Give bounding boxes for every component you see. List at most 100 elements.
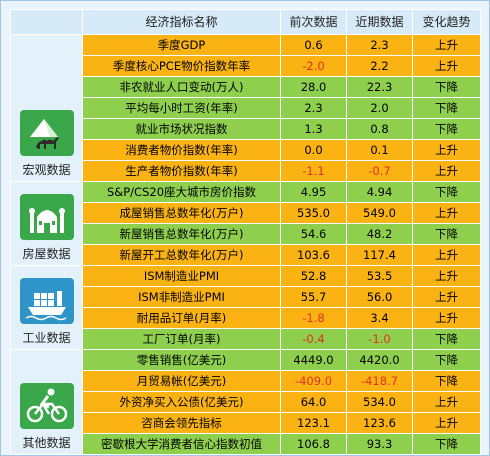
indicator-name: 平均每小时工资(年率): [82, 97, 281, 119]
table-row: 密歇根大学消费者信心指数初值 106.8 93.3 下降: [11, 433, 481, 455]
prev-value: 4449.0: [280, 349, 347, 371]
indicator-name: 季度核心PCE物价指数年率: [82, 55, 281, 77]
category-block: 其他数据: [12, 351, 82, 454]
recent-value: 22.3: [346, 76, 413, 98]
indicator-name: 月贸易帐(亿美元): [82, 370, 281, 392]
recent-value: 48.2: [346, 223, 413, 245]
category-label: 其他数据: [22, 436, 71, 450]
prev-value: 2.3: [280, 97, 347, 119]
category-block: 工业数据: [12, 267, 82, 349]
indicator-name: S&P/CS20座大城市房价指数: [82, 181, 281, 203]
prev-value: 0.6: [280, 34, 347, 56]
recent-value: 549.0: [346, 202, 413, 224]
category-block: 房屋数据: [12, 183, 82, 265]
trend-label: 上升: [412, 391, 481, 413]
prev-value: -0.4: [280, 328, 347, 350]
table-row: 房屋数据 S&P/CS20座大城市房价指数 4.95 4.94 下降: [10, 181, 481, 266]
header-prev: 前次数据: [280, 9, 347, 35]
recent-value: 53.5: [346, 265, 413, 287]
table-row: 生产者物价指数(年率) -1.1 -0.7 上升: [11, 160, 481, 182]
trend-label: 下降: [412, 181, 481, 203]
indicator-name: 密歇根大学消费者信心指数初值: [82, 433, 281, 455]
header-recent: 近期数据: [346, 9, 413, 35]
trend-label: 上升: [412, 412, 481, 434]
table-row: 成屋销售总数年化(万户) 535.0 549.0 上升: [11, 202, 481, 224]
prev-value: 123.1: [280, 412, 347, 434]
indicator-name: 咨商会领先指标: [82, 412, 281, 434]
recent-value: 2.3: [346, 34, 413, 56]
table-row: 外资净买入公债(亿美元) 64.0 534.0 上升: [11, 391, 481, 413]
trend-label: 下降: [412, 433, 481, 455]
table-row: 平均每小时工资(年率) 2.3 2.0 下降: [11, 97, 481, 119]
category-label: 工业数据: [22, 331, 71, 345]
prev-value: 1.3: [280, 118, 347, 140]
indicator-name: 新屋销售总数年化(万户): [82, 223, 281, 245]
table-row: 咨商会领先指标 123.1 123.6 上升: [11, 412, 481, 434]
trend-label: 上升: [412, 55, 481, 77]
table-row: 月贸易帐(亿美元) -409.0 -418.7 下降: [11, 370, 481, 392]
header-name: 经济指标名称: [82, 9, 281, 35]
header-blank: [10, 9, 83, 35]
trend-label: 下降: [412, 118, 481, 140]
recent-value: 93.3: [346, 433, 413, 455]
indicator-name: 就业市场状况指数: [82, 118, 281, 140]
trend-label: 上升: [412, 139, 481, 161]
indicator-name: 外资净买入公债(亿美元): [82, 391, 281, 413]
category-cell: 其他数据: [10, 349, 83, 455]
table-row: 其他数据 零售销售(亿美元) 4449.0 4420.0 下降: [10, 349, 481, 455]
prev-value: 4.95: [280, 181, 347, 203]
recent-value: 0.8: [346, 118, 413, 140]
table-row: 宏观数据 季度GDP 0.6 2.3 上升: [10, 34, 481, 182]
indicator-name: 零售销售(亿美元): [82, 349, 281, 371]
table-row: 新屋销售总数年化(万户) 54.6 48.2 下降: [11, 223, 481, 245]
indicator-name: ISM制造业PMI: [82, 265, 281, 287]
indicator-name: 消费者物价指数(年率): [82, 139, 281, 161]
prev-value: 54.6: [280, 223, 347, 245]
trend-label: 上升: [412, 34, 481, 56]
prev-value: -1.8: [280, 307, 347, 329]
trend-label: 下降: [412, 349, 481, 371]
recent-value: 123.6: [346, 412, 413, 434]
trend-label: 下降: [412, 97, 481, 119]
prev-value: -2.0: [280, 55, 347, 77]
trend-label: 下降: [412, 370, 481, 392]
table-row: 就业市场状况指数 1.3 0.8 下降: [11, 118, 481, 140]
prev-value: -409.0: [280, 370, 347, 392]
recent-value: 2.2: [346, 55, 413, 77]
table-row: 非农就业人口变动(万人) 28.0 22.3 下降: [11, 76, 481, 98]
trend-label: 下降: [412, 223, 481, 245]
category-label: 宏观数据: [22, 163, 71, 177]
indicator-name: 工厂订单(月率): [82, 328, 281, 350]
prev-value: 55.7: [280, 286, 347, 308]
prev-value: 64.0: [280, 391, 347, 413]
recent-value: 4420.0: [346, 349, 413, 371]
header-row: 经济指标名称 前次数据 近期数据 变化趋势: [10, 9, 481, 35]
category-label: 房屋数据: [22, 247, 71, 261]
category-cell: 宏观数据: [10, 34, 83, 182]
trend-label: 上升: [412, 244, 481, 266]
trend-label: 上升: [412, 307, 481, 329]
recent-value: 534.0: [346, 391, 413, 413]
indicator-name: 耐用品订单(月率): [82, 307, 281, 329]
category-cell: 房屋数据: [10, 181, 83, 266]
prev-value: -1.1: [280, 160, 347, 182]
table-wrapper: 经济指标名称 前次数据 近期数据 变化趋势 宏观数据 季度GDP 0.6 2.3 上升季…: [10, 9, 481, 455]
indicator-name: ISM非制造业PMI: [82, 286, 281, 308]
trend-label: 下降: [412, 328, 481, 350]
recent-value: 56.0: [346, 286, 413, 308]
prev-value: 106.8: [280, 433, 347, 455]
trend-label: 上升: [412, 202, 481, 224]
indicator-name: 成屋销售总数年化(万户): [82, 202, 281, 224]
indicator-name: 季度GDP: [82, 34, 281, 56]
trend-label: 上升: [412, 160, 481, 182]
pyramid-camel-icon: [19, 110, 74, 156]
table-row: 工业数据 ISM制造业PMI 52.8 53.5 上升: [10, 265, 481, 350]
table-row: 耐用品订单(月率) -1.8 3.4 上升: [11, 307, 481, 329]
indicator-name: 新屋开工总数年化(万户): [82, 244, 281, 266]
indicator-name: 生产者物价指数(年率): [82, 160, 281, 182]
recent-value: 3.4: [346, 307, 413, 329]
header-trend: 变化趋势: [412, 9, 481, 35]
trend-label: 上升: [412, 286, 481, 308]
recent-value: -1.0: [346, 328, 413, 350]
trend-label: 上升: [412, 265, 481, 287]
